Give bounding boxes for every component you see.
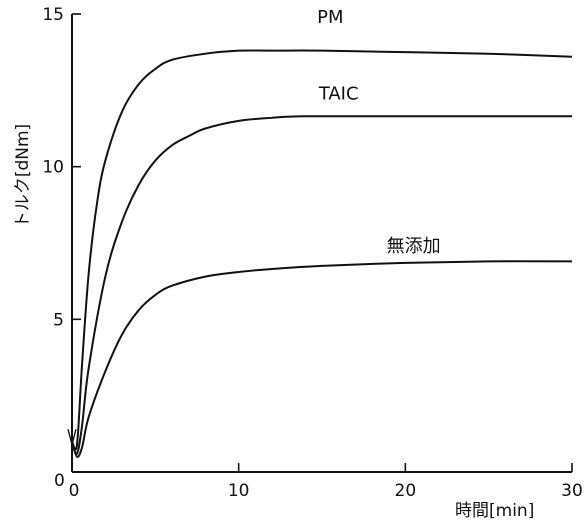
origin-arrow-icon xyxy=(67,429,77,448)
x-tick-label-2: 20 xyxy=(395,481,417,501)
y-tick-label-0: 5 xyxy=(53,310,64,330)
series-line-1 xyxy=(71,115,572,455)
x-tick-label-0: 0 xyxy=(69,481,80,501)
x-axis-title: 時間[min] xyxy=(455,501,534,520)
origin-label: 0 xyxy=(54,471,65,491)
series-label-0: PM xyxy=(317,7,343,28)
y-axis-title: トルク[dNm] xyxy=(13,124,33,228)
y-tick-label-1: 10 xyxy=(42,158,64,178)
axis-ticks: 0 10 20 30 5 10 15 xyxy=(42,5,582,501)
series-label-1: TAIC xyxy=(318,83,359,104)
x-tick-label-1: 10 xyxy=(228,481,250,501)
series-labels: PM TAIC 無添加 xyxy=(317,7,441,257)
series-group xyxy=(67,49,573,458)
series-line-2 xyxy=(71,260,573,458)
series-label-2: 無添加 xyxy=(387,236,441,257)
y-tick-label-2: 15 xyxy=(42,5,64,25)
series-line-0 xyxy=(71,49,573,451)
x-tick-label-3: 30 xyxy=(561,481,583,501)
